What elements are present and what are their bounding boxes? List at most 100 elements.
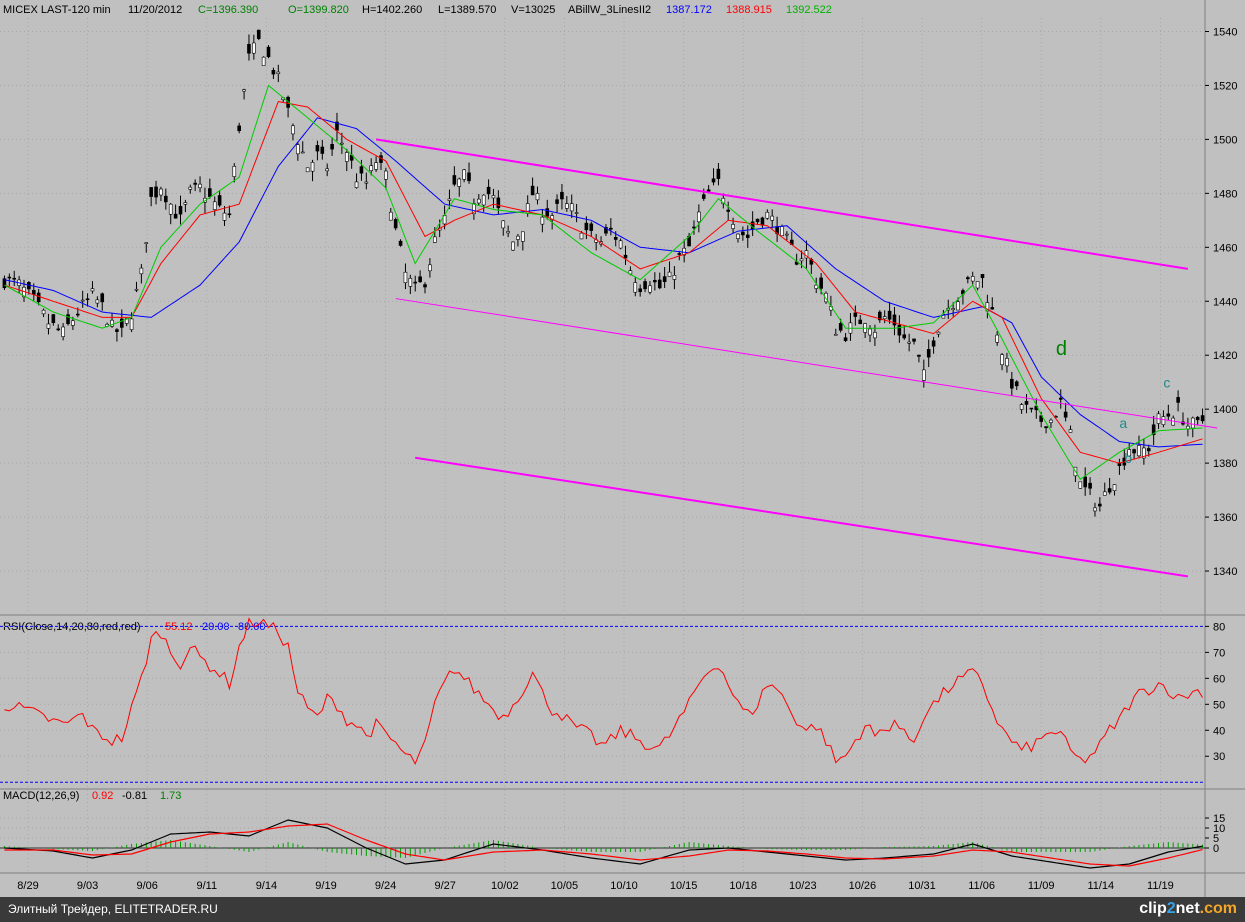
candle-body	[423, 284, 427, 288]
candle-body	[1151, 424, 1156, 436]
candle-body	[369, 165, 374, 171]
candle-body	[535, 193, 540, 201]
candle-body	[574, 212, 579, 214]
candle-body	[393, 219, 398, 229]
macd-label: MACD(12,26,9)	[3, 790, 79, 802]
macd-tick-label: 0	[1213, 843, 1219, 855]
candle-body	[843, 337, 848, 341]
candle-body	[545, 208, 550, 217]
footer-watermark: Элитный Трейдер, ELITETRADER.RU	[8, 902, 218, 916]
candle-body	[506, 231, 510, 234]
candle-body	[907, 341, 911, 344]
candle-body	[1137, 445, 1141, 457]
candle-body	[623, 254, 628, 259]
rsi-value: 55.12	[165, 621, 193, 633]
candle-body	[638, 288, 642, 292]
candle-body	[736, 233, 740, 239]
candle-body	[61, 326, 65, 337]
candle-body	[672, 275, 677, 280]
chart-canvas: MICEX LAST-120 min 11/20/2012 C=1396.390…	[0, 0, 1245, 897]
header-ind-blue: 1387.172	[666, 4, 712, 16]
price-tick-label: 1520	[1213, 80, 1237, 92]
candle-body	[374, 162, 378, 170]
trendline	[415, 456, 1189, 578]
candle-body	[887, 310, 892, 320]
price-tick-label: 1500	[1213, 134, 1237, 146]
candle-body	[951, 308, 955, 311]
candle-body	[71, 320, 75, 326]
candle-body	[208, 188, 212, 197]
candle-body	[931, 340, 936, 347]
candle-body	[462, 169, 466, 180]
rsi-panel	[0, 617, 1205, 783]
candle-body	[164, 195, 168, 203]
candle-body	[922, 369, 926, 381]
rsi-tick-label: 60	[1213, 673, 1225, 685]
candle-body	[755, 218, 760, 223]
candle-body	[261, 56, 266, 66]
candle-body	[315, 145, 320, 152]
price-tick-label: 1540	[1213, 26, 1237, 38]
candle-body	[1029, 407, 1034, 410]
candle-body	[701, 194, 706, 199]
candle-body	[134, 288, 139, 291]
header-date: 11/20/2012	[128, 4, 182, 16]
candle-body	[897, 324, 902, 336]
candle-body	[741, 231, 745, 236]
candle-body	[305, 167, 310, 173]
candle-body	[838, 323, 843, 331]
candle-body	[853, 312, 858, 317]
candle-body	[149, 187, 153, 197]
candle-body	[657, 279, 662, 289]
time-tick-label: 10/26	[849, 880, 877, 892]
candle-body	[212, 201, 217, 210]
candle-body	[56, 328, 61, 331]
candle-body	[711, 178, 716, 183]
candle-body	[300, 151, 305, 154]
candle-body	[1098, 503, 1102, 507]
candle-body	[388, 211, 393, 221]
header-ind-green: 1392.522	[786, 4, 832, 16]
time-tick-label: 11/19	[1147, 880, 1174, 892]
candle-body	[36, 292, 41, 303]
candle-body	[1005, 358, 1009, 367]
candle-body	[1068, 429, 1073, 433]
candle-body	[697, 211, 701, 223]
rsi-label: RSI(Close,14,20,80,red,red)	[3, 621, 141, 633]
candle-body	[1190, 417, 1195, 429]
candle-body	[217, 195, 222, 206]
time-tick-label: 10/23	[789, 880, 817, 892]
candle-body	[990, 307, 995, 310]
price-tick-label: 1340	[1213, 566, 1237, 578]
candle-body	[129, 318, 134, 330]
candle-body	[222, 212, 227, 221]
axes: 1340136013801400142014401460148015001520…	[17, 26, 1237, 892]
candle-body	[398, 240, 403, 246]
candle-body	[819, 277, 823, 289]
time-tick-label: 10/10	[610, 880, 638, 892]
candle-body	[271, 70, 276, 75]
candle-body	[613, 237, 618, 240]
candle-body	[1058, 397, 1063, 400]
rsi-high-level: 80.00	[238, 621, 266, 633]
candle-body	[692, 226, 696, 229]
candle-body	[530, 185, 535, 196]
wave-label: c	[1163, 375, 1170, 391]
candle-body	[124, 318, 129, 324]
candle-body	[183, 202, 188, 205]
candle-body	[643, 281, 647, 290]
rsi-tick-label: 80	[1213, 621, 1225, 633]
candle-body	[276, 71, 281, 75]
time-tick-label: 11/06	[968, 880, 995, 892]
candle-body	[237, 125, 241, 132]
candle-body	[110, 319, 114, 327]
candle-body	[232, 166, 237, 177]
candle-body	[565, 203, 569, 209]
time-tick-label: 11/09	[1028, 880, 1055, 892]
time-tick-label: 10/02	[491, 880, 519, 892]
price-tick-label: 1440	[1213, 296, 1237, 308]
rsi-tick-label: 40	[1213, 725, 1225, 737]
price-tick-label: 1380	[1213, 458, 1237, 470]
candle-body	[139, 267, 144, 275]
candle-body	[882, 316, 887, 320]
